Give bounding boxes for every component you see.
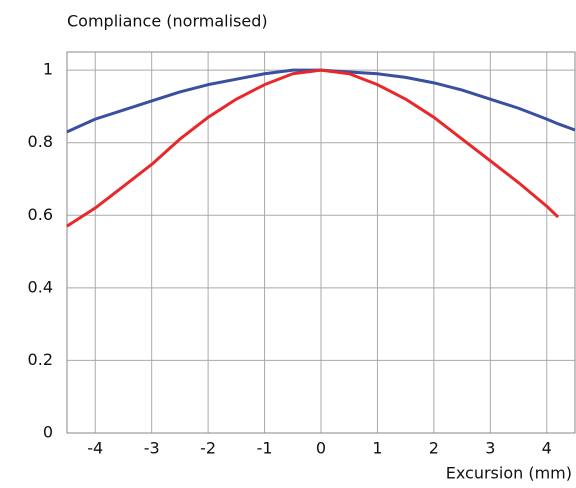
y-tick-label: 0.8 (28, 132, 53, 151)
chart-title: Compliance (normalised) (67, 12, 268, 31)
x-tick-label: 2 (429, 439, 439, 458)
y-tick-label: 0.4 (28, 277, 53, 296)
x-axis-label: Excursion (mm) (446, 464, 572, 483)
line-series (66, 68, 560, 228)
x-tick-label: 3 (485, 439, 495, 458)
y-tick-label: 1 (43, 60, 53, 79)
y-tick-label: 0.2 (28, 350, 53, 369)
x-tick-label: -4 (87, 439, 103, 458)
plot-frame (66, 51, 576, 434)
y-tick-label: 0.6 (28, 205, 53, 224)
x-tick-label: 0 (316, 439, 326, 458)
x-tick-label: 4 (542, 439, 552, 458)
x-tick-label: 1 (372, 439, 382, 458)
x-tick-label: -1 (257, 439, 273, 458)
x-tick-label: -2 (200, 439, 216, 458)
x-tick-label: -3 (144, 439, 160, 458)
y-tick-label: 0 (43, 423, 53, 442)
